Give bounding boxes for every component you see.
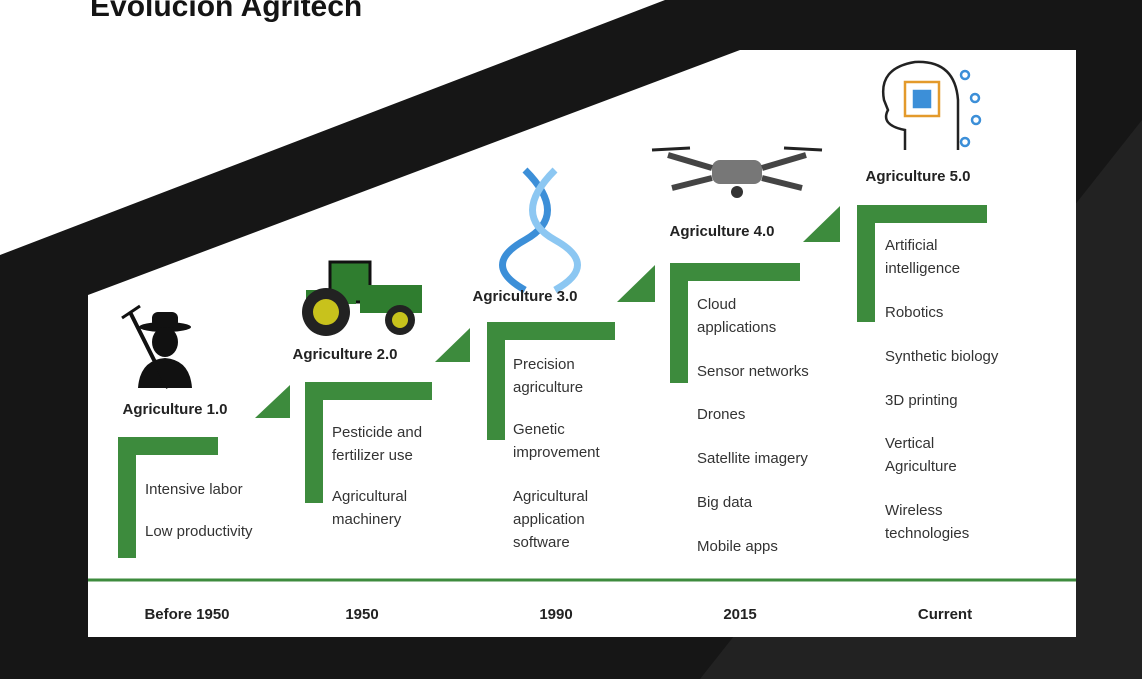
stage-item: Vertical — [885, 435, 934, 452]
stage-item: Low productivity — [145, 523, 253, 540]
stage-item: Robotics — [885, 304, 943, 321]
step-horizontal — [487, 322, 615, 340]
stage-item: Genetic — [513, 421, 565, 438]
stage-item: intelligence — [885, 260, 960, 277]
step-horizontal — [670, 263, 800, 281]
stage-item: Cloud — [697, 296, 736, 313]
title: Evolucion Agritech — [90, 0, 362, 23]
stage-item: improvement — [513, 444, 601, 461]
step-horizontal — [857, 205, 987, 223]
stage-item: Satellite imagery — [697, 450, 808, 467]
stage-label: Agriculture 1.0 — [122, 401, 227, 418]
stage-item: Sensor networks — [697, 363, 809, 380]
stage-item: Agricultural — [513, 488, 588, 505]
stage-item: Artificial — [885, 237, 938, 254]
stage-item: Big data — [697, 494, 753, 511]
stage-label: Agriculture 4.0 — [669, 223, 774, 240]
stage-item: Wireless — [885, 502, 943, 519]
page: Evolucion Agritech Agriculture 1.0 — [0, 0, 1142, 679]
period-label: Current — [918, 606, 972, 623]
stage-item: Precision — [513, 356, 575, 373]
period-label: 1950 — [345, 606, 378, 623]
stage-item: Mobile apps — [697, 538, 778, 555]
stage-item: fertilizer use — [332, 447, 413, 464]
stage-label: Agriculture 3.0 — [472, 288, 577, 305]
stage-item: technologies — [885, 525, 969, 542]
period-label: 1990 — [539, 606, 572, 623]
stage-item: machinery — [332, 511, 402, 528]
step-vertical — [305, 382, 323, 503]
step-horizontal — [305, 382, 432, 400]
period-label: Before 1950 — [144, 606, 229, 623]
stage-item: application — [513, 511, 585, 528]
step-vertical — [118, 437, 136, 558]
infographic: Evolucion Agritech Agriculture 1.0 — [0, 0, 1142, 679]
period-label: 2015 — [723, 606, 756, 623]
stage-label: Agriculture 2.0 — [292, 346, 397, 363]
stage-item: Pesticide and — [332, 424, 422, 441]
stage-item: software — [513, 534, 570, 551]
stage-item: Intensive labor — [145, 481, 243, 498]
stage-item: Agricultural — [332, 488, 407, 505]
stage-item: applications — [697, 319, 776, 336]
stage-item: agriculture — [513, 379, 583, 396]
stage-item: Agriculture — [885, 458, 957, 475]
stage-item: 3D printing — [885, 392, 958, 409]
stage-item: Drones — [697, 406, 745, 423]
stage-label: Agriculture 5.0 — [865, 168, 970, 185]
stage-item: Synthetic biology — [885, 348, 999, 365]
step-horizontal — [118, 437, 218, 455]
